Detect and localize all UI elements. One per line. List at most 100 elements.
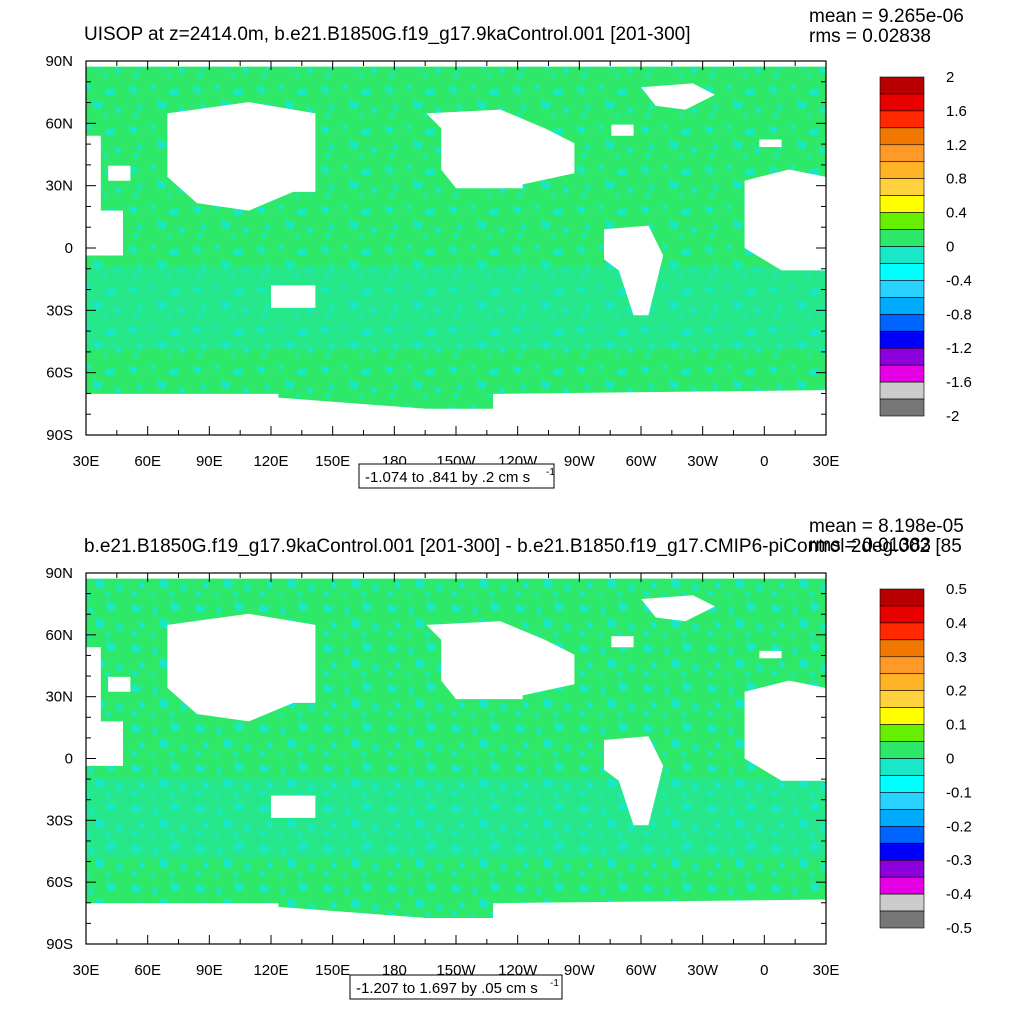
colorbar-swatch bbox=[879, 280, 925, 298]
land-mask bbox=[86, 899, 826, 944]
x-tick-label: 60W bbox=[626, 453, 658, 470]
colorbar-swatch bbox=[879, 876, 925, 895]
colorbar-label: 0.8 bbox=[946, 171, 967, 188]
land-mask bbox=[108, 165, 131, 181]
colorbar-swatch bbox=[879, 792, 925, 810]
x-tick-label: 30E bbox=[813, 453, 840, 470]
x-tick-label: 30E bbox=[813, 962, 840, 979]
range-text: -1.074 to .841 by .2 cm s bbox=[365, 469, 530, 486]
land-mask bbox=[641, 595, 715, 622]
x-tick-label: 30E bbox=[73, 962, 100, 979]
colorbar-swatch bbox=[879, 229, 925, 247]
map-area bbox=[85, 572, 827, 945]
colorbar-swatch bbox=[879, 690, 925, 708]
y-tick-label: 30S bbox=[46, 302, 73, 319]
x-tick-label: 90E bbox=[196, 962, 223, 979]
land-mask bbox=[86, 135, 123, 256]
colorbar-label: -0.5 bbox=[946, 920, 972, 937]
y-tick-label: 90S bbox=[46, 936, 73, 953]
colorbar-swatch bbox=[879, 212, 925, 230]
panel-title: b.e21.B1850G.f19_g17.9kaControl.001 [201… bbox=[84, 536, 962, 557]
colorbar-swatch bbox=[879, 588, 925, 607]
colorbar-swatch bbox=[879, 398, 925, 417]
land-mask bbox=[744, 169, 826, 271]
range-box bbox=[349, 974, 563, 1000]
colorbar-swatch bbox=[879, 178, 925, 196]
land-mask bbox=[426, 621, 575, 700]
x-tick-label: 60E bbox=[134, 962, 161, 979]
colorbar-swatch bbox=[879, 330, 925, 349]
colorbar-swatch bbox=[879, 76, 925, 95]
land-mask bbox=[108, 676, 131, 692]
land-mask bbox=[611, 636, 634, 648]
y-tick-label: 60N bbox=[45, 115, 73, 132]
colorbar-label: 1.6 bbox=[946, 103, 967, 120]
y-tick-label: 0 bbox=[65, 751, 73, 768]
rms-stat: rms = 0.02838 bbox=[809, 26, 931, 47]
x-tick-label: 0 bbox=[760, 962, 768, 979]
land-mask bbox=[759, 650, 782, 659]
x-tick-label: 90W bbox=[564, 962, 596, 979]
southern-ocean-band bbox=[86, 266, 826, 349]
land-mask bbox=[604, 225, 664, 316]
y-tick-label: 90N bbox=[45, 565, 73, 582]
land-mask bbox=[167, 102, 316, 211]
colorbar-swatch bbox=[879, 859, 925, 878]
x-tick-label: 150E bbox=[315, 962, 350, 979]
colorbar-swatch bbox=[879, 809, 925, 827]
land-mask bbox=[759, 139, 782, 147]
y-tick-label: 30S bbox=[46, 812, 73, 829]
colorbar-swatch bbox=[879, 93, 925, 112]
colorbar-swatch bbox=[879, 825, 925, 844]
colorbar-swatch bbox=[879, 775, 925, 793]
land-mask bbox=[641, 83, 715, 110]
panel-1: UISOP at z=2414.0m, b.e21.B1850G.f19_g17… bbox=[45, 6, 972, 489]
x-tick-label: 30W bbox=[687, 962, 719, 979]
colorbar-label: 0.4 bbox=[946, 205, 967, 222]
x-tick-label: 90E bbox=[196, 453, 223, 470]
range-unit-exponent: -1 bbox=[550, 978, 559, 989]
land-mask bbox=[426, 109, 575, 189]
x-tick-label: 30W bbox=[687, 453, 719, 470]
colorbar-label: -0.4 bbox=[946, 886, 972, 903]
colorbar-swatch bbox=[879, 741, 925, 759]
colorbar-label: 0.1 bbox=[946, 717, 967, 734]
x-tick-label: 60W bbox=[626, 962, 658, 979]
colorbar-swatch bbox=[879, 910, 925, 929]
land-mask bbox=[744, 680, 826, 781]
colorbar-swatch bbox=[879, 144, 925, 163]
y-tick-label: 60S bbox=[46, 874, 73, 891]
colorbar-swatch bbox=[879, 195, 925, 213]
y-tick-label: 30N bbox=[45, 178, 73, 195]
y-tick-label: 30N bbox=[45, 689, 73, 706]
colorbar-label: 2 bbox=[946, 69, 954, 86]
land-mask bbox=[604, 736, 664, 826]
colorbar-swatch bbox=[879, 297, 925, 315]
colorbar-label: 1.2 bbox=[946, 137, 967, 154]
colorbar-label: -0.3 bbox=[946, 852, 972, 869]
range-unit-exponent: -1 bbox=[546, 467, 555, 478]
panel-2: b.e21.B1850G.f19_g17.9kaControl.001 [201… bbox=[45, 516, 972, 1000]
x-tick-label: 120E bbox=[253, 453, 288, 470]
colorbar: 2 1.6 1.2 0.8 0.4 0 -0.4 -0.8 -1.2 -1.6 -2 bbox=[879, 69, 972, 425]
mean-stat: mean = 9.265e-06 bbox=[809, 6, 964, 27]
y-tick-label: 90N bbox=[45, 53, 73, 70]
colorbar-swatch bbox=[879, 110, 925, 129]
x-tick-label: 90W bbox=[564, 453, 596, 470]
land-mask bbox=[167, 613, 316, 722]
colorbar-label: 0.2 bbox=[946, 683, 967, 700]
colorbar-swatch bbox=[879, 673, 925, 692]
colorbar-swatch bbox=[879, 364, 925, 383]
colorbar-swatch bbox=[879, 381, 925, 400]
colorbar-swatch bbox=[879, 707, 925, 725]
colorbar-swatch bbox=[879, 347, 925, 366]
x-tick-label: 0 bbox=[760, 453, 768, 470]
colorbar-swatch bbox=[879, 842, 925, 861]
colorbar-label: -0.2 bbox=[946, 818, 972, 835]
panel-title: UISOP at z=2414.0m, b.e21.B1850G.f19_g17… bbox=[84, 24, 691, 45]
colorbar-label: -0.4 bbox=[946, 272, 972, 289]
y-tick-label: 60S bbox=[46, 365, 73, 382]
colorbar-swatch bbox=[879, 724, 925, 742]
colorbar-swatch bbox=[879, 656, 925, 675]
land-mask bbox=[611, 124, 634, 136]
